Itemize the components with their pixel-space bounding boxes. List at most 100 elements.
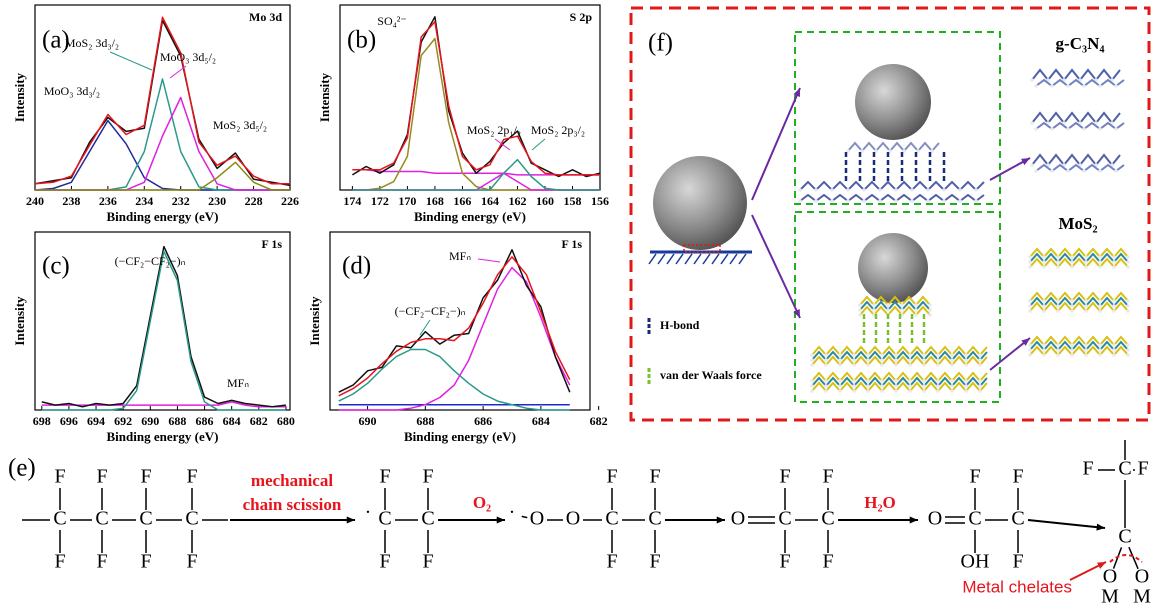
atom-dot — [936, 363, 940, 367]
atom-dot — [1070, 304, 1074, 308]
atom-dot — [824, 379, 828, 383]
spectrum-line — [352, 17, 600, 177]
atom-dot — [1042, 309, 1046, 313]
atom-dot — [872, 303, 876, 307]
molecule-layer — [1032, 155, 1120, 165]
atom-dot — [922, 379, 926, 383]
atom-label: F — [822, 466, 833, 488]
atom-dot — [1066, 127, 1070, 131]
atom-dot — [1070, 353, 1074, 357]
atom-dot — [1098, 255, 1102, 259]
atom-label: C — [648, 508, 661, 530]
x-tick-label: 172 — [371, 194, 389, 208]
atom-dot — [1112, 265, 1116, 269]
legend-label: van der Waals force — [660, 368, 762, 382]
atom-dot — [1082, 169, 1086, 173]
atom-dot — [878, 188, 882, 192]
atom-label: C — [821, 508, 834, 530]
atom-dot — [810, 389, 814, 393]
x-tick-label: 690 — [359, 414, 377, 428]
atom-dot — [950, 358, 954, 362]
atom-label: · — [509, 502, 516, 524]
atom-dot — [1042, 255, 1046, 259]
atom-label: O — [530, 508, 544, 530]
atom-dot — [1056, 353, 1060, 357]
atom-dot — [1112, 304, 1116, 308]
material-label: MoS₂ — [1058, 214, 1097, 233]
x-tick-label: 698 — [33, 414, 51, 428]
atom-dot — [936, 379, 940, 383]
stroke — [739, 254, 746, 264]
spectrum-line — [42, 247, 286, 407]
panel-label: (d) — [342, 253, 371, 280]
sphere — [653, 156, 747, 250]
arrow-head — [717, 516, 725, 523]
x-tick-label: 692 — [114, 414, 132, 428]
atom-dot — [852, 363, 856, 367]
stroke — [694, 254, 701, 264]
atom-dot — [1028, 353, 1032, 357]
atom-label: · — [365, 502, 372, 524]
atom-dot — [1126, 353, 1130, 357]
atom-dot — [1056, 343, 1060, 347]
atom-dot — [1098, 127, 1102, 131]
figure: (f) g-C₃N₄ MoS₂ H-bond van der Waals for… — [0, 0, 1154, 608]
atom-dot — [1028, 343, 1032, 347]
atom-label: F — [1012, 466, 1023, 488]
atom-label: F — [422, 551, 433, 573]
atom-dot — [958, 199, 962, 203]
x-tick-label: 686 — [474, 414, 492, 428]
peak-label: MoS₂ 2p₁/₂ — [467, 123, 521, 137]
x-tick-label: 232 — [172, 194, 190, 208]
atom-label: F — [1137, 458, 1148, 480]
note-label: Metal chelates — [962, 577, 1072, 596]
x-tick-label: 230 — [208, 194, 226, 208]
atom-dot — [1126, 348, 1130, 352]
atom-dot — [1028, 348, 1032, 352]
peak-label: MoO₃ 3d₅/₂ — [160, 50, 216, 64]
atom-dot — [852, 358, 856, 362]
atom-dot — [798, 188, 802, 192]
atom-dot — [1084, 348, 1088, 352]
reagent-label: H₂O — [864, 493, 896, 512]
atom-dot — [858, 313, 862, 317]
atom-dot — [894, 353, 898, 357]
atom-dot — [1126, 304, 1130, 308]
atom-dot — [908, 384, 912, 388]
stroke — [110, 52, 152, 70]
atom-dot — [1056, 255, 1060, 259]
panel-title: Mo 3d — [249, 10, 282, 24]
atom-dot — [838, 353, 842, 357]
atom-dot — [866, 389, 870, 393]
x-tick-label: 682 — [250, 414, 268, 428]
atom-dot — [1098, 84, 1102, 88]
atom-dot — [1030, 78, 1034, 82]
atom-dot — [1112, 299, 1116, 303]
sphere — [855, 64, 931, 140]
atom-dot — [1028, 265, 1032, 269]
molecule-layer — [800, 195, 984, 201]
stroke — [649, 254, 656, 264]
atom-label: F — [379, 466, 390, 488]
atom-dot — [1042, 299, 1046, 303]
atom-dot — [862, 188, 866, 192]
atom-dot — [810, 358, 814, 362]
atom-label: O — [731, 508, 745, 530]
atom-dot — [1028, 304, 1032, 308]
atom-dot — [1030, 121, 1034, 125]
atom-label: F — [822, 551, 833, 573]
atom-dot — [958, 188, 962, 192]
panel-title: F 1s — [261, 237, 282, 251]
x-tick-label: 682 — [590, 414, 608, 428]
atom-label: F — [606, 466, 617, 488]
atom-dot — [838, 389, 842, 393]
atom-dot — [900, 303, 904, 307]
x-tick-label: 696 — [60, 414, 78, 428]
atom-dot — [1070, 260, 1074, 264]
peak-label: (−CF₂−CF₂−)ₙ — [115, 254, 186, 268]
atom-dot — [852, 353, 856, 357]
atom-dot — [926, 188, 930, 192]
reagent-label: chain scission — [243, 495, 342, 514]
atom-dot — [922, 389, 926, 393]
x-tick-label: 684 — [223, 414, 241, 428]
